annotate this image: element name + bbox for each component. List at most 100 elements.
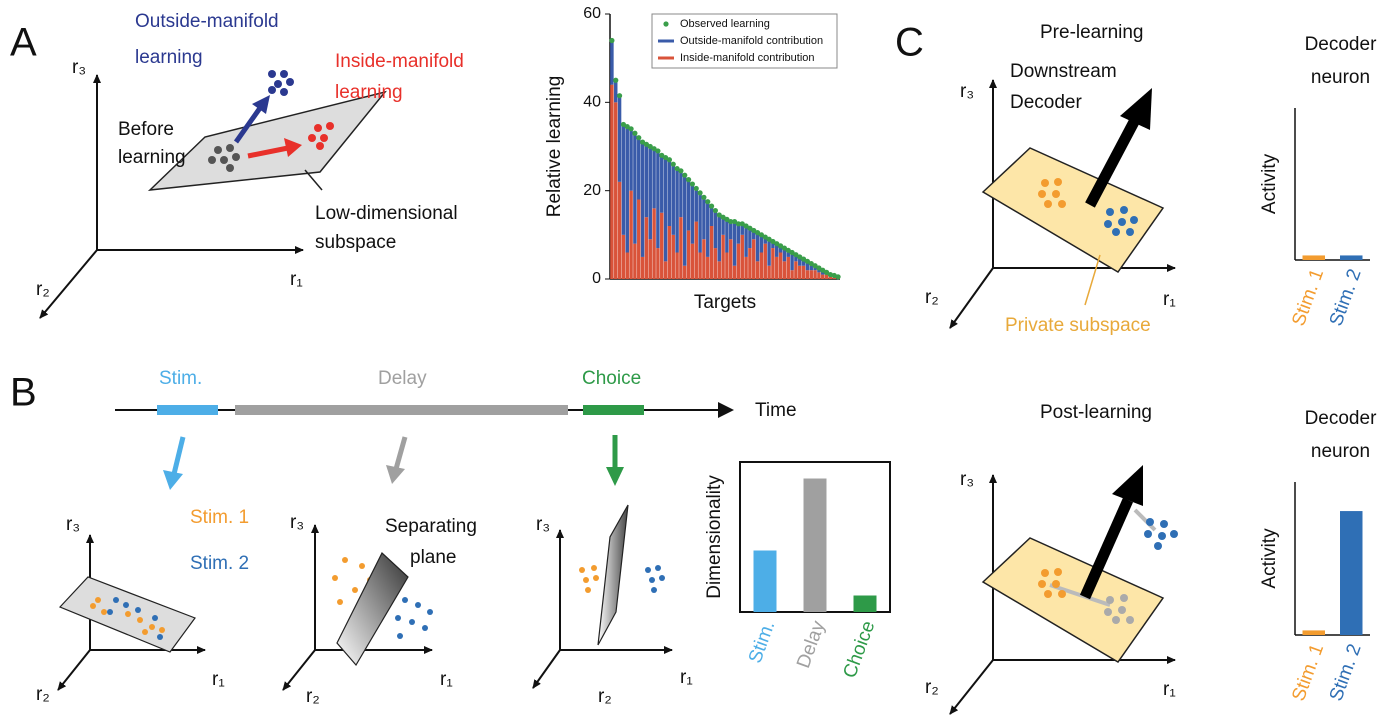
bar-segment [686, 230, 691, 279]
bar-segment [786, 256, 790, 279]
bar-segment [752, 239, 756, 279]
observed-dot [678, 168, 684, 174]
bar-segment [740, 223, 744, 235]
observed-dot [731, 218, 738, 225]
observed-dot [804, 258, 811, 264]
bar-segment [771, 241, 775, 249]
bar [853, 595, 877, 612]
bar-segment [801, 259, 806, 266]
charts: 0 20 40 60 Relative learning Targets Observed … [544, 5, 1377, 704]
observed-dot [766, 236, 772, 242]
bar-segment [798, 256, 802, 266]
observed-dot [682, 172, 688, 178]
bar-segment [767, 265, 771, 279]
observed-dot [693, 185, 699, 192]
before-label: learning [118, 147, 186, 168]
bar-segment [809, 263, 813, 271]
bar-segment [798, 265, 802, 279]
bar-segment [744, 256, 748, 279]
observed-dot [620, 121, 627, 128]
stim-label: Stim. 2 [190, 553, 249, 574]
observed-dot [816, 265, 822, 271]
bar [803, 478, 827, 612]
bar-segment [824, 274, 829, 279]
bar-segment [778, 245, 783, 253]
inside-label: Inside-manifold [335, 51, 464, 72]
axis-label: r₁ [212, 669, 225, 690]
inside-label: learning [335, 82, 403, 103]
outside-label: Outside-manifold [135, 11, 279, 32]
plane-label: plane [410, 547, 457, 568]
observed-dot [659, 152, 665, 158]
x-tick-label: Stim. 2 [1326, 641, 1366, 704]
y-tick-label: 60 [583, 5, 601, 22]
outside-label: learning [135, 47, 203, 68]
bar-segment [717, 261, 721, 279]
axis-label: r₂ [36, 279, 50, 300]
bar-segment [617, 95, 622, 182]
bar-segment [698, 192, 702, 253]
bar-segment [633, 243, 637, 279]
bar-segment [821, 274, 825, 279]
bar-segment [629, 190, 633, 279]
axis-label: r₁ [290, 269, 303, 290]
bar-segment [794, 254, 798, 262]
observed-dot [628, 126, 634, 132]
bar-segment [748, 248, 752, 279]
bar-segment [713, 210, 718, 249]
bar-segment [663, 157, 668, 262]
bar-segment [667, 226, 672, 279]
chart-title: Decoder [1305, 34, 1377, 55]
bar-segment [667, 159, 672, 226]
bar-segment [702, 239, 706, 279]
observed-dot [820, 267, 826, 273]
bar-segment [617, 181, 622, 279]
panel-label: C [895, 21, 924, 65]
bar-segment [709, 226, 714, 279]
observed-dot [793, 252, 799, 258]
axis-label: r₂ [36, 684, 50, 705]
legend-label: Inside-manifold contribution [680, 52, 815, 64]
observed-dot [613, 77, 619, 83]
bar-segment [778, 252, 783, 279]
bar-segment [771, 248, 775, 279]
observed-dot [708, 203, 715, 209]
bar-segment [725, 219, 729, 253]
axis-label: r₁ [440, 669, 453, 690]
x-tick-label: Stim. 1 [1288, 641, 1328, 704]
bar [1302, 255, 1325, 260]
bar-segment [786, 250, 790, 257]
bar-segment [732, 221, 737, 266]
bar-segment [752, 230, 756, 240]
observed-dot [651, 146, 657, 152]
observed-dot [777, 243, 784, 249]
x-tick-label: Delay [793, 618, 830, 671]
observed-dot [739, 221, 745, 227]
bar-segment [637, 137, 641, 200]
observed-dot [705, 199, 711, 205]
axis-label: r₂ [925, 677, 939, 698]
bar-segment [690, 184, 695, 244]
chart-title: Decoder [1305, 408, 1377, 429]
bar-segment [828, 276, 833, 279]
bar-segment [610, 84, 614, 280]
bar-segment [637, 199, 641, 279]
axis-label: r₂ [598, 686, 612, 707]
observed-dot [609, 37, 615, 44]
observed-dot [758, 232, 765, 238]
observed-dot [751, 227, 757, 234]
bar-segment [614, 102, 618, 279]
bar-segment [748, 228, 752, 249]
bar-segment [763, 243, 767, 279]
bar-segment [675, 252, 679, 279]
bar-segment [652, 148, 656, 209]
observed-dot [636, 135, 642, 141]
bar-segment [652, 208, 656, 279]
observed-dot [823, 269, 830, 275]
bar [1302, 630, 1325, 635]
panel-a-diagram: r₃ r₁ r₂ Outside-manifold learning Insid… [36, 11, 464, 319]
observed-dot [735, 221, 742, 227]
post-title: Post-learning [1040, 402, 1152, 423]
bar-segment [775, 256, 779, 279]
